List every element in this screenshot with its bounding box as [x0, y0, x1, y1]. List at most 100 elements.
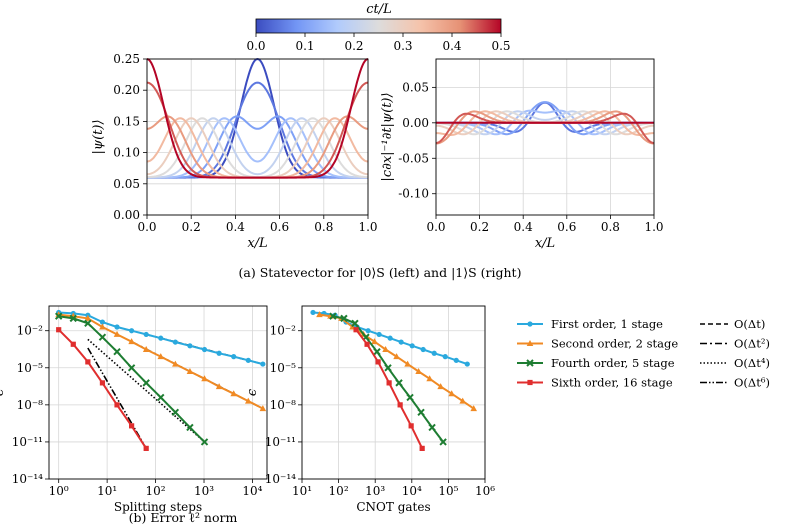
x-tick-label: 10⁰ [49, 484, 69, 498]
point [157, 393, 165, 402]
point [259, 405, 267, 412]
point [340, 314, 348, 323]
y-tick-label: 0.20 [113, 83, 140, 97]
y-tick-label: 0.05 [113, 177, 140, 191]
x-tick-label: 10² [146, 484, 166, 498]
colorbar-tick-label: 0.1 [295, 39, 314, 53]
y-tick-label: 0.05 [402, 80, 429, 94]
point [329, 312, 337, 320]
point [172, 360, 179, 367]
point [113, 348, 121, 356]
x-tick-label: 0.2 [470, 220, 489, 234]
x-tick-label: 0.2 [182, 220, 201, 234]
point [114, 402, 120, 408]
x-tick-label: 1.0 [358, 220, 377, 234]
series-line [146, 58, 369, 179]
point [310, 309, 316, 316]
point [260, 361, 266, 367]
point [128, 338, 135, 345]
point [365, 328, 371, 334]
point [398, 339, 404, 345]
caption-top: (a) Statevector for |0⟩S (left) and |1⟩S… [239, 265, 522, 280]
x-tick-label: 10⁶ [475, 484, 495, 498]
colorbar-gradient [255, 18, 502, 34]
legend-label: O(Δt²) [734, 337, 770, 351]
point [426, 375, 433, 382]
point [245, 357, 251, 363]
point [129, 328, 135, 334]
x-tick-label: 0.0 [426, 220, 445, 234]
y-tick-label: 10⁻² [17, 324, 44, 338]
x-tick-label: 10⁵ [438, 484, 458, 498]
point [186, 368, 194, 375]
y-axis-label: ϵ [245, 388, 260, 396]
point [386, 380, 392, 386]
point [439, 438, 447, 446]
x-tick-label: 10³ [365, 484, 385, 498]
point [158, 335, 164, 341]
x-axis-label: x/L [247, 236, 267, 251]
point [187, 343, 193, 349]
point [98, 333, 107, 341]
legend-label: First order, 1 stage [551, 317, 663, 331]
point [384, 364, 392, 372]
y-tick-label: 0.00 [113, 208, 140, 222]
legend-label: Sixth order, 16 stage [551, 376, 673, 390]
point [84, 319, 92, 327]
series-line [147, 117, 368, 179]
point [404, 360, 411, 367]
point [201, 346, 208, 353]
reference-line [87, 338, 206, 443]
point [387, 335, 393, 341]
series-line [436, 109, 654, 136]
point [99, 380, 106, 386]
point [54, 312, 63, 320]
point [376, 331, 382, 338]
point [382, 346, 389, 353]
colorbar-tick-label: 0.0 [246, 39, 265, 53]
x-axis-label: Splitting steps [114, 500, 202, 514]
y-tick-label: 10⁻⁸ [270, 398, 297, 412]
x-tick-label: 0.4 [514, 220, 533, 234]
series-line [57, 328, 148, 449]
point [99, 319, 106, 325]
point [464, 361, 470, 367]
colorbar-label: ct/L [366, 2, 392, 17]
point [470, 405, 478, 412]
point [127, 364, 136, 372]
point [216, 350, 222, 356]
point [142, 379, 150, 387]
point [375, 359, 381, 365]
point [395, 379, 403, 387]
point [373, 348, 381, 356]
caption-bottom: (b) Error ℓ² norm [129, 510, 238, 525]
point [431, 350, 437, 356]
point [143, 331, 149, 338]
point [353, 327, 359, 333]
point [527, 379, 533, 386]
y-tick-label: -0.10 [398, 187, 429, 201]
legend-label: O(Δt) [734, 317, 765, 331]
point [397, 402, 403, 408]
colorbar-tick-label: 0.5 [491, 39, 510, 53]
point [172, 339, 178, 345]
point [69, 314, 77, 323]
x-tick-label: 10¹ [97, 484, 117, 498]
x-tick-label: 1.0 [644, 220, 663, 234]
point [420, 346, 426, 353]
x-tick-label: 0.6 [270, 220, 289, 234]
point [453, 357, 459, 363]
series-line [436, 101, 654, 136]
point [406, 393, 414, 402]
point [231, 354, 237, 360]
series-line [147, 117, 368, 179]
y-axis-label: |c∂x|⁻¹∂t|ψ(t)⟩ [380, 92, 395, 181]
point [186, 423, 194, 432]
statevector-0-plot: 0.0 0.2 0.4 0.6 0.8 1.0 0.00 0.05 0.10 0.15 0.20 0.… [91, 52, 378, 251]
point [85, 359, 91, 365]
point [417, 408, 425, 417]
y-tick-label: -0.05 [398, 151, 429, 165]
error-vs-steps-plot: 10⁰ 10¹ 10² 10³ 10⁴ 10⁻² 10⁻⁵ 10⁻⁸ 10⁻¹¹ 10⁻¹⁴ Spl… [0, 305, 268, 514]
series-line [147, 115, 368, 179]
x-tick-label: 0.8 [601, 220, 620, 234]
